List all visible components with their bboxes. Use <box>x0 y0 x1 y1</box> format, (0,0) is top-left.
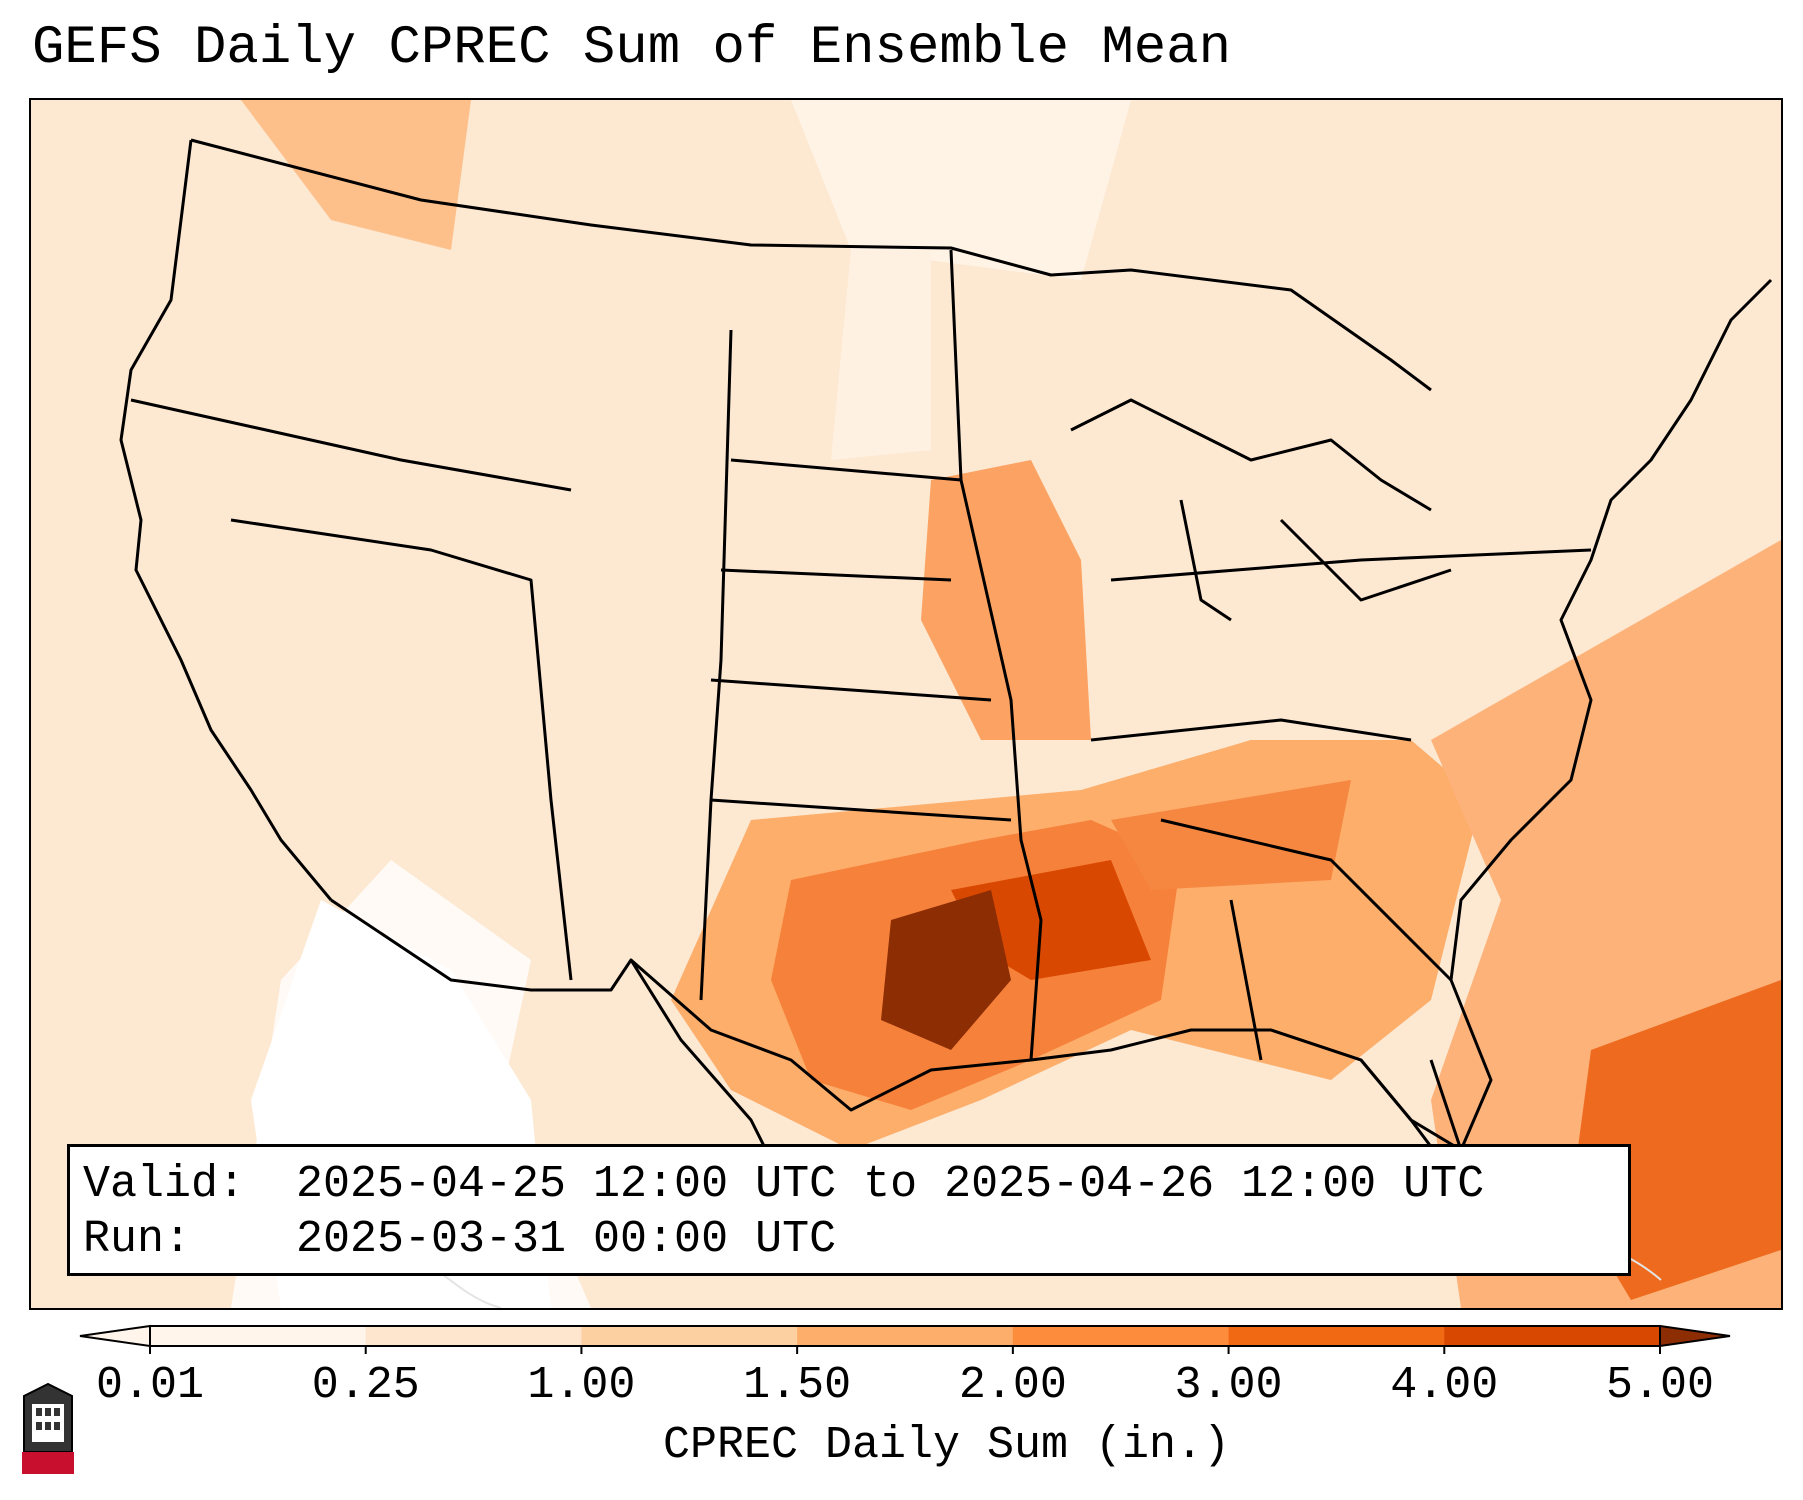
band-midwest <box>921 460 1091 740</box>
colorbar-segment <box>1228 1326 1446 1346</box>
map-canvas <box>31 100 1781 1308</box>
colorbar-segment <box>797 1326 1014 1346</box>
colorbar-segment <box>365 1326 583 1346</box>
western-states-line <box>130 398 572 492</box>
run-value: 2025-03-31 00:00 UTC <box>296 1214 837 1265</box>
colorbar-tick-label: 2.00 <box>958 1360 1067 1411</box>
run-row: Run: 2025-03-31 00:00 UTC <box>83 1212 1615 1267</box>
colorbar-tick-label: 1.50 <box>743 1360 852 1411</box>
colorbar-segment <box>581 1326 799 1346</box>
valid-run-info-box: Valid: 2025-04-25 12:00 UTC to 2025-04-2… <box>67 1144 1631 1276</box>
colorbar-segment <box>1444 1326 1661 1346</box>
central-line <box>699 329 733 1001</box>
pacific-coast <box>119 139 333 901</box>
mexico-border <box>330 898 793 1201</box>
precipitation-map <box>29 98 1783 1310</box>
colorbar-segment <box>1012 1326 1230 1346</box>
mississippi-line <box>949 249 1043 1061</box>
great-lakes <box>1070 398 1452 622</box>
eastern-states-line <box>1090 548 1592 1061</box>
core-oklahoma <box>881 890 1011 1050</box>
dakota-ks-line <box>710 458 1012 822</box>
colorbar-tick-label: 3.00 <box>1174 1360 1283 1411</box>
run-label: Run: <box>83 1214 192 1265</box>
dry-plains <box>831 250 931 460</box>
valid-label: Valid: <box>83 1159 246 1210</box>
colorbar-outline <box>149 1325 1661 1347</box>
colorbar-under-extension <box>79 1324 151 1348</box>
nv-az-line <box>230 518 573 981</box>
niu-logo <box>20 1382 76 1478</box>
atlantic-coast <box>1449 278 1773 981</box>
dry-northeast-canada <box>791 100 1131 280</box>
map-title: GEFS Daily CPREC Sum of Ensemble Mean <box>32 18 1231 79</box>
colorbar-over-extension <box>1659 1324 1731 1348</box>
us-canada-border <box>190 138 1432 392</box>
valid-value: 2025-04-25 12:00 UTC to 2025-04-26 12:00… <box>296 1159 1485 1210</box>
colorbar-tick-label: 0.01 <box>95 1360 205 1411</box>
valid-row: Valid: 2025-04-25 12:00 UTC to 2025-04-2… <box>83 1157 1615 1212</box>
colorbar-segment <box>150 1326 367 1346</box>
colorbar-tick-label: 4.00 <box>1390 1360 1499 1411</box>
band-pacific-nw <box>241 100 471 250</box>
colorbar-label: CPREC Daily Sum (in.) <box>662 1420 1231 1471</box>
colorbar <box>79 1324 1731 1354</box>
niu-logo-graphic <box>22 1382 74 1474</box>
colorbar-tick-label: 1.00 <box>527 1360 636 1411</box>
colorbar-tick-label: 0.25 <box>311 1360 420 1411</box>
colorbar-tick-label: 5.00 <box>1605 1360 1715 1411</box>
